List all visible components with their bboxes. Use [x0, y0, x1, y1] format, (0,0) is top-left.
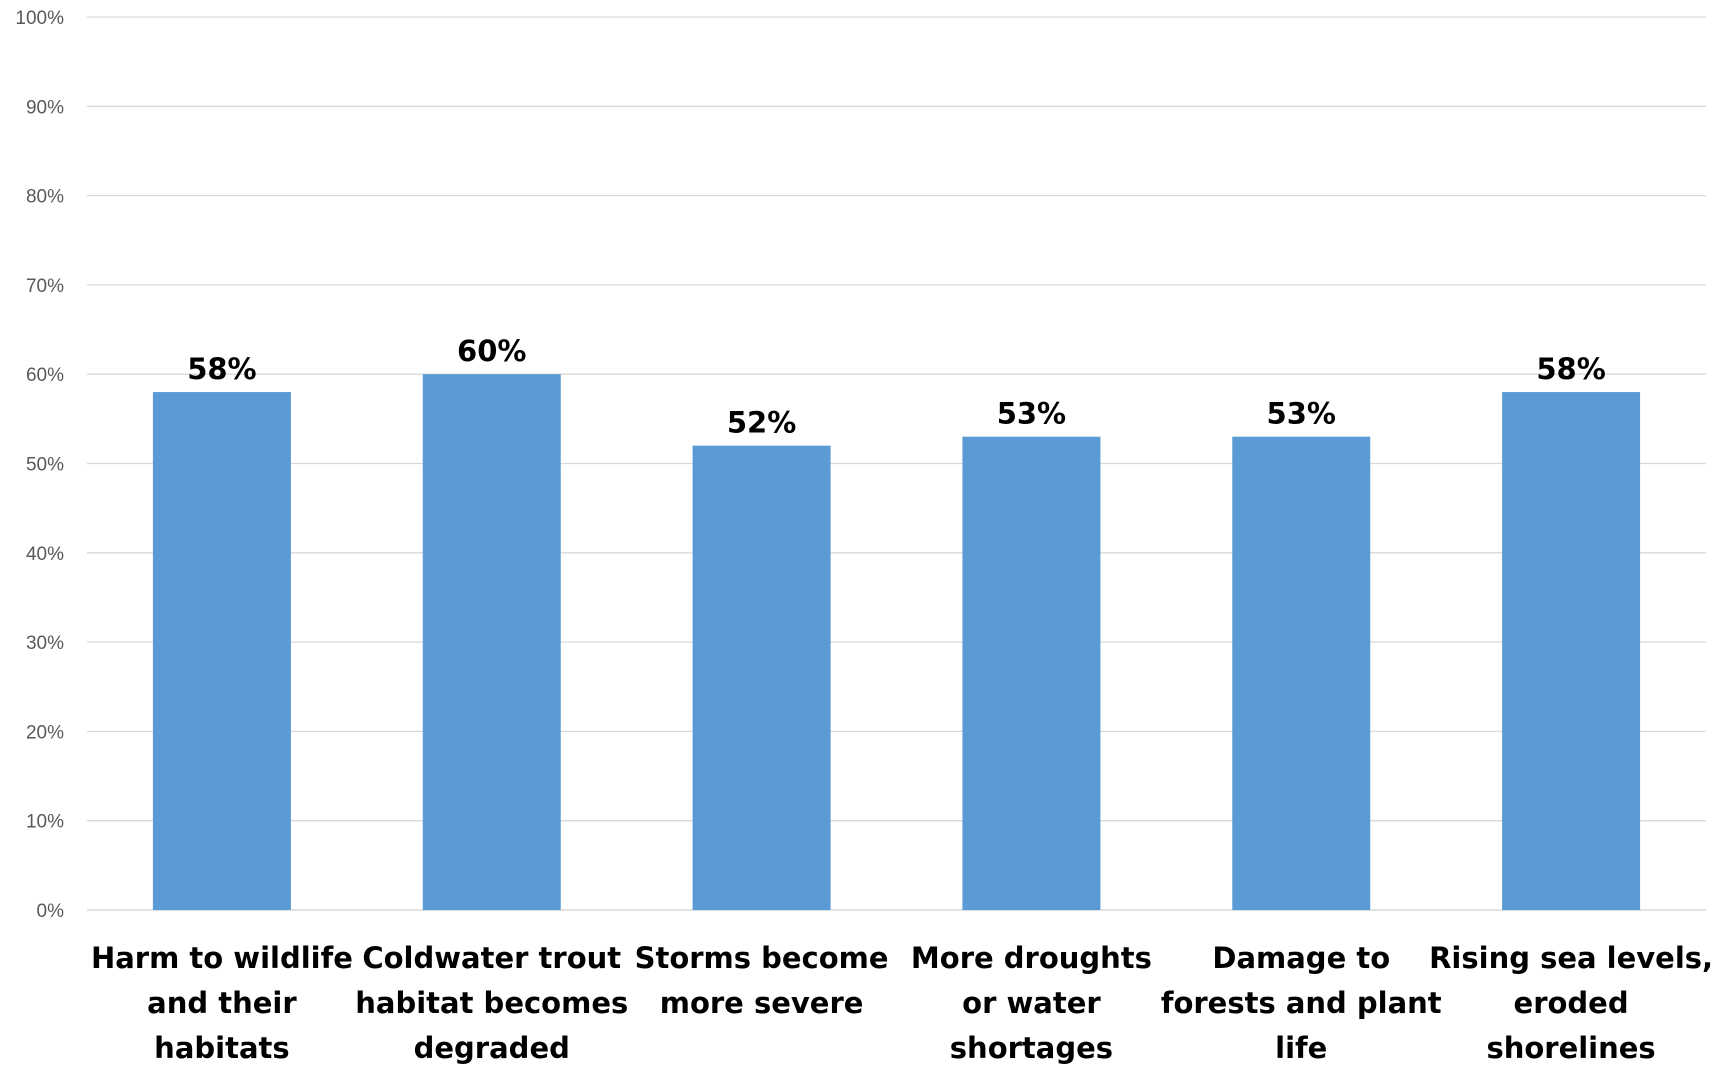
category-label-line: shortages [950, 1031, 1113, 1065]
category-label-line: Storms become [635, 941, 889, 975]
gridlines [87, 16, 1706, 911]
y-tick-label: 80% [26, 187, 64, 208]
category-label: Rising sea levels, eroded shorelines [1429, 941, 1713, 1065]
data-labels: 58% 60% 52% 53% 53% 58% [187, 334, 1606, 439]
category-label-line: more severe [660, 986, 864, 1020]
data-label: 58% [187, 352, 256, 386]
category-label-line: eroded [1514, 986, 1629, 1020]
category-label-line: habitats [154, 1031, 289, 1065]
data-label: 53% [1267, 397, 1336, 431]
category-label: Coldwater trout habitat becomes degraded [355, 941, 628, 1065]
y-tick-label: 50% [26, 455, 64, 476]
y-tick-label: 40% [26, 544, 64, 565]
category-label-line: life [1275, 1031, 1327, 1065]
y-tick-label: 60% [26, 365, 64, 386]
category-label: Damage to forests and plant life [1161, 941, 1442, 1065]
y-tick-label: 70% [26, 276, 64, 297]
bar [422, 374, 561, 910]
bar [962, 436, 1101, 910]
category-label-line: Harm to wildlife [91, 941, 353, 975]
category-label-line: or water [962, 986, 1101, 1020]
y-tick-label: 30% [26, 633, 64, 654]
category-label-line: shorelines [1486, 1031, 1655, 1065]
category-label-line: Coldwater trout [362, 941, 621, 975]
y-tick-label: 10% [26, 812, 64, 833]
data-label: 53% [997, 397, 1066, 431]
bar [1502, 392, 1641, 910]
bar [692, 445, 831, 910]
y-tick-label: 100% [15, 8, 64, 29]
category-label-line: and their [147, 986, 297, 1020]
category-labels: Harm to wildlife and their habitats Coldwat… [91, 941, 1713, 1065]
bar [1232, 436, 1371, 910]
bars [152, 374, 1641, 910]
category-label: Storms become more severe [635, 941, 889, 1020]
category-label-line: More droughts [911, 941, 1152, 975]
category-label-line: Rising sea levels, [1429, 941, 1713, 975]
category-label-line: degraded [414, 1031, 570, 1065]
y-tick-label: 20% [26, 722, 64, 743]
data-label: 52% [727, 406, 796, 440]
data-label: 60% [457, 334, 526, 368]
y-tick-label: 90% [26, 97, 64, 118]
category-label-line: forests and plant [1161, 986, 1442, 1020]
category-label-line: habitat becomes [355, 986, 628, 1020]
y-tick-label: 0% [37, 901, 65, 922]
category-label-line: Damage to [1212, 941, 1390, 975]
category-label: More droughts or water shortages [911, 941, 1152, 1065]
bar [152, 392, 291, 910]
category-label: Harm to wildlife and their habitats [91, 941, 353, 1065]
y-axis-tick-labels: 0% 10% 20% 30% 40% 50% 60% 70% 80% 90% 100% [15, 8, 64, 922]
data-label: 58% [1536, 352, 1605, 386]
